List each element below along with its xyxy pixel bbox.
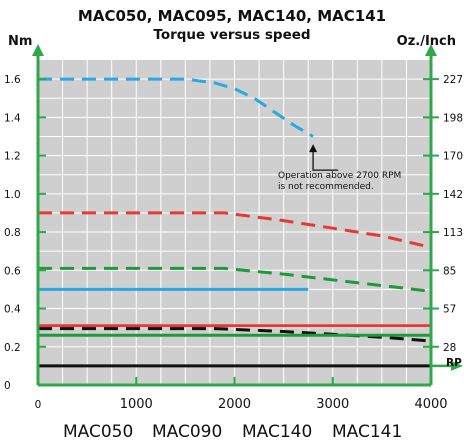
chart-title: MAC050, MAC095, MAC140, MAC141 xyxy=(78,7,386,25)
y-tick-label: 0 xyxy=(4,380,11,392)
y-tick-label: 0.2 xyxy=(4,342,21,354)
legend-label-mac090: MAC090 xyxy=(152,422,222,442)
y2-axis-arrow xyxy=(425,44,437,56)
y-axis-arrow xyxy=(32,44,44,56)
y-tick-label: 0.8 xyxy=(4,227,21,239)
tick-layer: 0 0.2 0.4 0.6 0.8 1.0 1.2 1.4 1.6 28 57 85 113 142 170… xyxy=(4,74,463,412)
legend-row: MAC050 MAC090 MAC140 MAC141 xyxy=(63,422,402,442)
annotation-line-1: Operation above 2700 RPM xyxy=(278,171,401,181)
annotation-arrow-head xyxy=(309,144,318,153)
y2-tick-label: 113 xyxy=(443,227,463,239)
x-tick-label: 1000 xyxy=(120,397,153,412)
y-tick-label: 1.4 xyxy=(4,112,21,124)
series-line-2 xyxy=(38,266,432,293)
x-axis-label: RP xyxy=(446,357,462,369)
y2-tick-label: 28 xyxy=(443,342,456,354)
legend-label-mac141: MAC141 xyxy=(332,422,402,442)
series-line-1 xyxy=(38,211,432,249)
y2-tick-label: 198 xyxy=(443,112,463,124)
y2-tick-label: 227 xyxy=(443,74,463,86)
y-axis-label: Nm xyxy=(8,34,32,49)
chart-subtitle: Torque versus speed xyxy=(153,27,310,43)
y-tick-label: 0.6 xyxy=(4,265,21,277)
series-line-5 xyxy=(38,327,432,343)
y-tick-label: 1.2 xyxy=(4,151,21,163)
annotation-line-2: is not recommended. xyxy=(278,182,374,192)
annotation-arrow xyxy=(309,144,339,171)
series-line-0 xyxy=(38,77,314,138)
x-tick-label: 4000 xyxy=(414,397,447,412)
legend-label-mac050: MAC050 xyxy=(63,422,133,442)
x-axis-arrow xyxy=(451,360,463,371)
annotation-arrow-line xyxy=(312,150,339,171)
y-tick-label: 1.6 xyxy=(4,74,21,86)
y-tick-label: 0.4 xyxy=(4,304,21,316)
x-tick-label: 0 xyxy=(35,399,42,411)
legend-label-mac140: MAC140 xyxy=(242,422,312,442)
x-tick-label: 2000 xyxy=(218,397,251,412)
annotation: Operation above 2700 RPM is not recommen… xyxy=(278,144,401,192)
y2-tick-label: 57 xyxy=(443,304,456,316)
y2-axis-label: Oz./Inch xyxy=(397,34,456,49)
y-tick-label: 1.0 xyxy=(4,189,21,201)
y2-tick-label: 170 xyxy=(443,151,463,163)
x-tick-label: 3000 xyxy=(316,397,349,412)
y2-tick-label: 142 xyxy=(443,189,463,201)
series-layer xyxy=(38,77,432,368)
y2-tick-label: 85 xyxy=(443,265,456,277)
